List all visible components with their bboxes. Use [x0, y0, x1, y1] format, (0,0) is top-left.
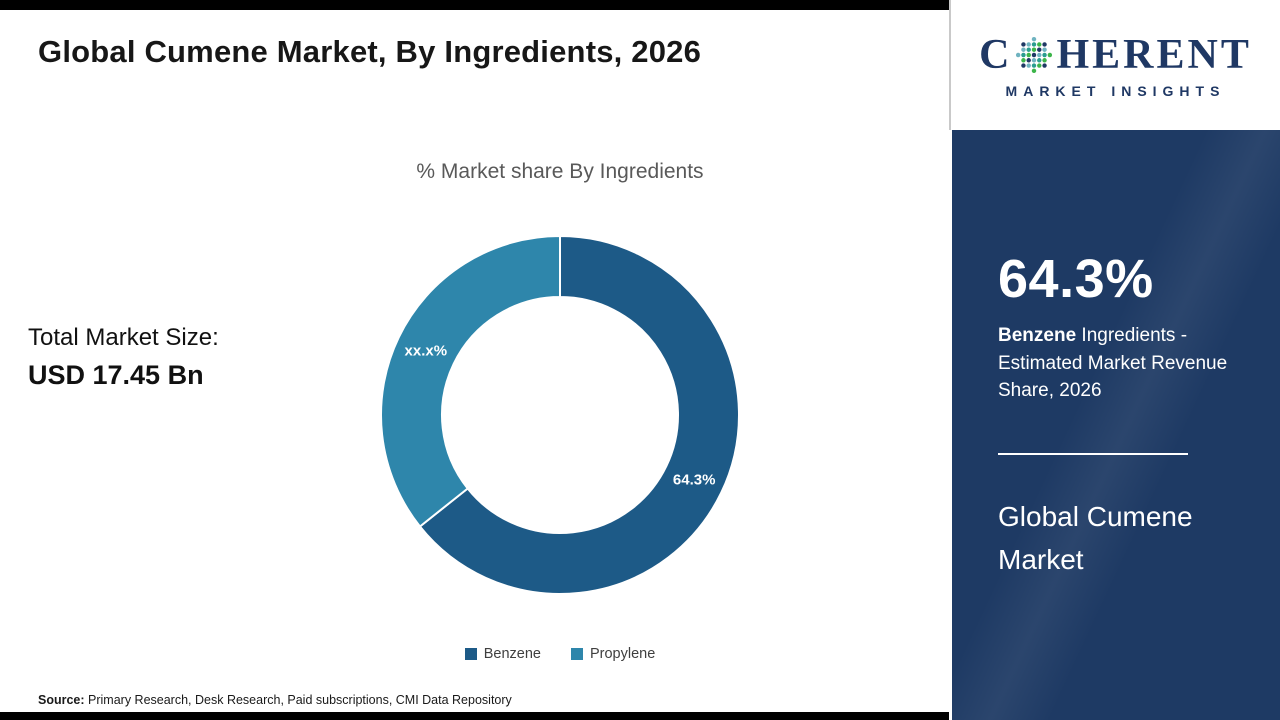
slice-label-propylene: xx.x%	[405, 342, 448, 359]
logo-text-start: C	[979, 32, 1013, 78]
logo-text-end: HERENT	[1056, 32, 1252, 78]
source-text: Primary Research, Desk Research, Paid su…	[84, 693, 512, 707]
page-title: Global Cumene Market, By Ingredients, 20…	[38, 34, 702, 69]
slice-label-benzene: 64.3%	[673, 472, 716, 489]
logo-area: C HERENT MARKET INSIGHTS	[949, 0, 1280, 130]
right-panel: C HERENT MARKET INSIGHTS 64.3% Benzene I…	[949, 0, 1280, 720]
coherent-logo: C HERENT	[979, 31, 1252, 79]
stat-desc-rest: Ingredients - Estimated Market Revenue S…	[998, 325, 1228, 402]
total-market-size: Total Market Size: USD 17.45 Bn	[28, 324, 219, 391]
logo-subtext: MARKET INSIGHTS	[1005, 83, 1226, 99]
total-market-size-value: USD 17.45 Bn	[28, 360, 204, 390]
donut-slice-propylene	[380, 234, 561, 528]
legend-swatch-benzene	[464, 648, 477, 660]
panel-title: Global Cumene Market	[998, 500, 1193, 576]
legend-label: Benzene	[483, 646, 541, 662]
legend-label: Propylene	[589, 646, 656, 662]
stat-value: 64.3%	[998, 249, 1154, 309]
legend-swatch-propylene	[570, 648, 583, 660]
stat-description: Benzene Ingredients - Estimated Market R…	[998, 322, 1240, 405]
source-line: Source: Primary Research, Desk Research,…	[38, 693, 512, 707]
stat-highlight: Benzene	[998, 325, 1077, 346]
top-black-bar	[0, 0, 949, 10]
legend-item-benzene: Benzene	[464, 646, 541, 662]
chart-title: % Market share By Ingredients	[416, 160, 704, 183]
divider-line	[998, 452, 1188, 455]
total-market-size-label: Total Market Size:	[28, 324, 219, 351]
highlight-panel: 64.3% Benzene Ingredients - Estimated Ma…	[949, 130, 1280, 720]
main-section: Global Cumene Market, By Ingredients, 20…	[0, 0, 949, 720]
legend-item-propylene: Propylene	[570, 646, 656, 662]
source-label: Source:	[38, 693, 85, 707]
globe-icon	[1016, 36, 1053, 74]
chart-legend: Benzene Propylene	[299, 646, 821, 662]
donut-chart: 64.3% xx.x%	[380, 234, 740, 595]
donut-slice-benzene	[418, 234, 740, 595]
bottom-black-bar	[0, 712, 949, 720]
